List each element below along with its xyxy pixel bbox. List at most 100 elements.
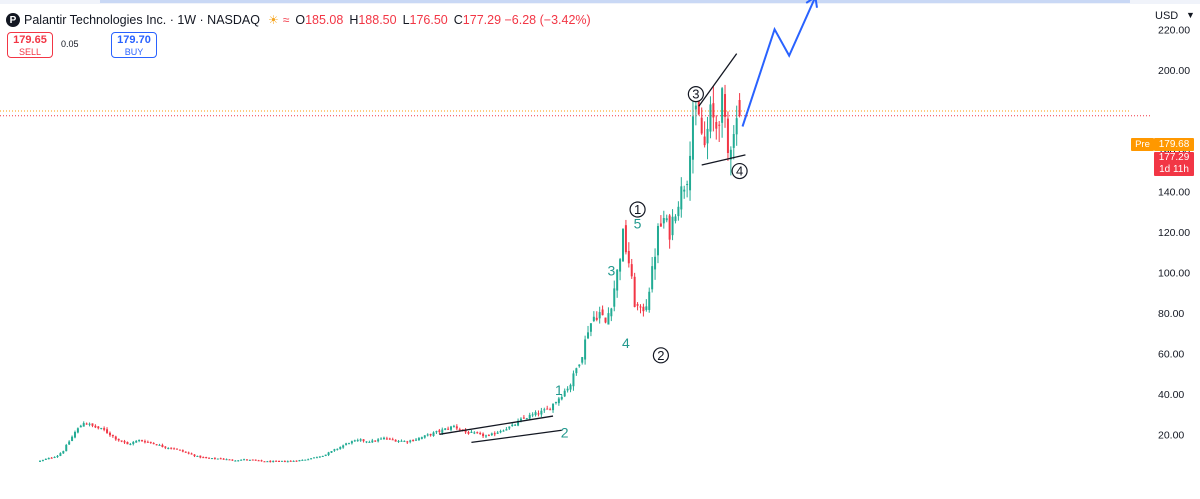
candle-body bbox=[353, 440, 356, 442]
sell-button[interactable]: 179.65 SELL bbox=[7, 32, 53, 58]
candle-body bbox=[426, 434, 429, 436]
candle-body bbox=[482, 433, 485, 437]
candle-body bbox=[452, 425, 455, 427]
candle-body bbox=[487, 435, 490, 437]
candle-body bbox=[345, 443, 348, 445]
candle-body bbox=[286, 461, 289, 463]
candle-body bbox=[382, 437, 385, 440]
candle-body bbox=[362, 439, 365, 442]
candle-body bbox=[324, 454, 327, 457]
candle-body bbox=[91, 423, 94, 426]
candle-body bbox=[292, 460, 295, 462]
candle-body bbox=[656, 226, 659, 256]
candle-body bbox=[589, 323, 592, 332]
candle-body bbox=[342, 445, 345, 448]
candle-body bbox=[79, 425, 82, 428]
candle-body bbox=[62, 451, 65, 454]
candle-body bbox=[659, 223, 662, 227]
ohlc-open: O185.08 bbox=[295, 13, 344, 27]
y-tick-label: 200.00 bbox=[1158, 65, 1190, 77]
candle-body bbox=[126, 441, 129, 445]
candle-body bbox=[648, 291, 651, 310]
candle-body bbox=[517, 420, 520, 426]
candle-body bbox=[633, 276, 636, 307]
candle-body bbox=[447, 428, 450, 430]
candle-body bbox=[473, 432, 476, 434]
candle-body bbox=[627, 250, 630, 264]
candle-body bbox=[50, 457, 53, 459]
candle-body bbox=[662, 217, 665, 224]
wave-label-major: 2 bbox=[657, 348, 664, 363]
candle-body bbox=[146, 441, 149, 443]
candle-body bbox=[333, 449, 336, 451]
trendline bbox=[439, 415, 554, 435]
candle-body bbox=[44, 458, 47, 460]
candle-body bbox=[68, 441, 71, 445]
candle-body bbox=[336, 448, 339, 450]
candle-body bbox=[350, 441, 353, 444]
symbol-title[interactable]: Palantir Technologies Inc. · 1W · NASDAQ bbox=[24, 13, 260, 27]
candle-body bbox=[490, 433, 493, 436]
candle-body bbox=[613, 288, 616, 307]
candle-body bbox=[321, 455, 324, 457]
wave-label-minor: 4 bbox=[622, 335, 630, 351]
candle-body bbox=[718, 124, 721, 126]
buy-button[interactable]: 179.70 BUY bbox=[111, 32, 157, 58]
candle-body bbox=[269, 460, 272, 463]
candle-body bbox=[100, 427, 103, 429]
premarket-price: 179.68 bbox=[1154, 138, 1194, 151]
y-tick-label: 100.00 bbox=[1158, 267, 1190, 279]
candle-body bbox=[665, 218, 668, 221]
candle-body bbox=[394, 439, 397, 442]
y-tick-label: 220.00 bbox=[1158, 24, 1190, 36]
candle-body bbox=[120, 440, 123, 442]
candle-body bbox=[193, 454, 196, 457]
candle-body bbox=[601, 309, 604, 316]
candle-body bbox=[420, 437, 423, 439]
bar-countdown: 1d 11h bbox=[1159, 164, 1189, 175]
y-tick-label: 20.00 bbox=[1158, 429, 1184, 441]
candle-body bbox=[706, 128, 709, 144]
candle-body bbox=[584, 339, 587, 360]
y-tick-label: 60.00 bbox=[1158, 348, 1184, 360]
candle-body bbox=[726, 118, 729, 154]
candle-body bbox=[181, 450, 184, 452]
candle-body bbox=[143, 441, 146, 443]
candle-body bbox=[39, 460, 41, 462]
candle-body bbox=[697, 101, 700, 115]
candle-body bbox=[158, 444, 161, 446]
y-tick-label: 120.00 bbox=[1158, 227, 1190, 239]
currency-selector[interactable]: USD bbox=[1155, 10, 1179, 22]
candle-body bbox=[199, 455, 202, 458]
candle-body bbox=[578, 364, 581, 367]
candle-body bbox=[330, 451, 333, 453]
candle-body bbox=[543, 409, 546, 411]
candle-body bbox=[595, 317, 598, 320]
candle-body bbox=[97, 426, 100, 429]
candle-body bbox=[604, 317, 607, 323]
wave-label-minor: 2 bbox=[561, 424, 569, 440]
chevron-down-icon[interactable]: ▼ bbox=[1186, 10, 1195, 20]
candle-body bbox=[470, 431, 473, 433]
candle-body bbox=[569, 384, 572, 390]
candle-body bbox=[266, 461, 269, 463]
candle-body bbox=[347, 443, 350, 445]
candle-body bbox=[607, 313, 610, 325]
sell-label: SELL bbox=[18, 47, 42, 57]
candles bbox=[39, 84, 741, 463]
candle-body bbox=[514, 424, 517, 426]
trendline bbox=[471, 429, 562, 444]
projection-arrowhead bbox=[805, 0, 818, 8]
candle-body bbox=[691, 116, 694, 160]
candle-body bbox=[563, 390, 566, 397]
sun-icon: ☀ bbox=[267, 13, 279, 27]
candle-body bbox=[184, 451, 187, 453]
candle-body bbox=[103, 428, 106, 430]
candle-body bbox=[587, 332, 590, 339]
candle-body bbox=[117, 438, 120, 441]
wave-circle bbox=[629, 201, 646, 218]
candle-body bbox=[114, 436, 117, 440]
sell-price: 179.65 bbox=[13, 34, 47, 46]
candle-body bbox=[715, 122, 718, 129]
